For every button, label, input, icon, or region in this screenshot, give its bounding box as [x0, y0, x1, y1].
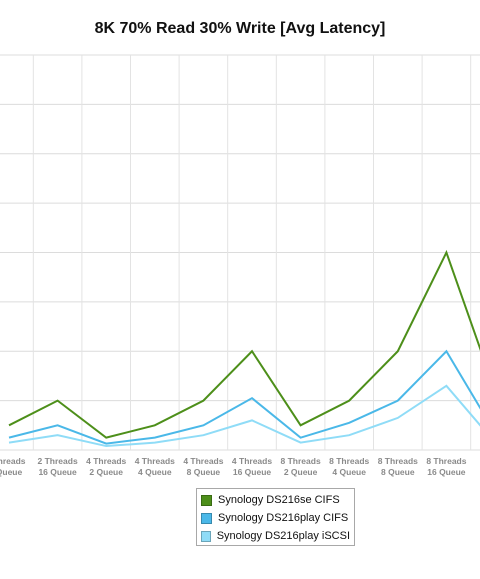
legend-swatch: [201, 494, 212, 506]
x-tick-label: 8 Threads 16 Queue: [426, 456, 466, 477]
legend-item-ds216play-cifs[interactable]: Synology DS216play CIFS: [201, 509, 350, 527]
x-tick-label: 4 Threads 8 Queue: [183, 456, 223, 477]
x-tick-label: ThreadsQueue: [0, 456, 26, 477]
x-tick-label: 4 Threads 2 Queue: [86, 456, 126, 477]
legend-item-ds216se-cifs[interactable]: Synology DS216se CIFS: [201, 491, 350, 509]
series-line-synology-ds216play-cifs: [8, 349, 480, 445]
series-line-synology-ds216se-cifs: [8, 249, 480, 439]
x-tick-label: 2 Threads 16 Queue: [38, 456, 78, 477]
legend-item-ds216play-iscsi[interactable]: Synology DS216play iSCSI: [201, 527, 350, 545]
x-tick-label: 4 Threads 16 Queue: [232, 456, 272, 477]
legend-label: Synology DS216play iSCSI: [216, 530, 350, 542]
x-tick-label: 8 Threads 2 Queue: [281, 456, 321, 477]
chart-title: 8K 70% Read 30% Write [Avg Latency]: [94, 20, 386, 37]
x-tick-label: 4 Threads 4 Queue: [135, 456, 175, 477]
legend-label: Synology DS216se CIFS: [218, 494, 340, 506]
series-lines: [8, 249, 480, 448]
legend-swatch: [201, 512, 212, 524]
x-tick-label: 8 Threads 4 Queue: [329, 456, 369, 477]
gridlines: [0, 54, 480, 451]
legend-label: Synology DS216play CIFS: [218, 512, 349, 524]
legend: Synology DS216se CIFS Synology DS216play…: [196, 488, 355, 546]
legend-swatch: [201, 530, 211, 542]
x-tick-label: 8 Threads 8 Queue: [378, 456, 418, 477]
series-line-synology-ds216play-iscsi: [8, 384, 480, 448]
